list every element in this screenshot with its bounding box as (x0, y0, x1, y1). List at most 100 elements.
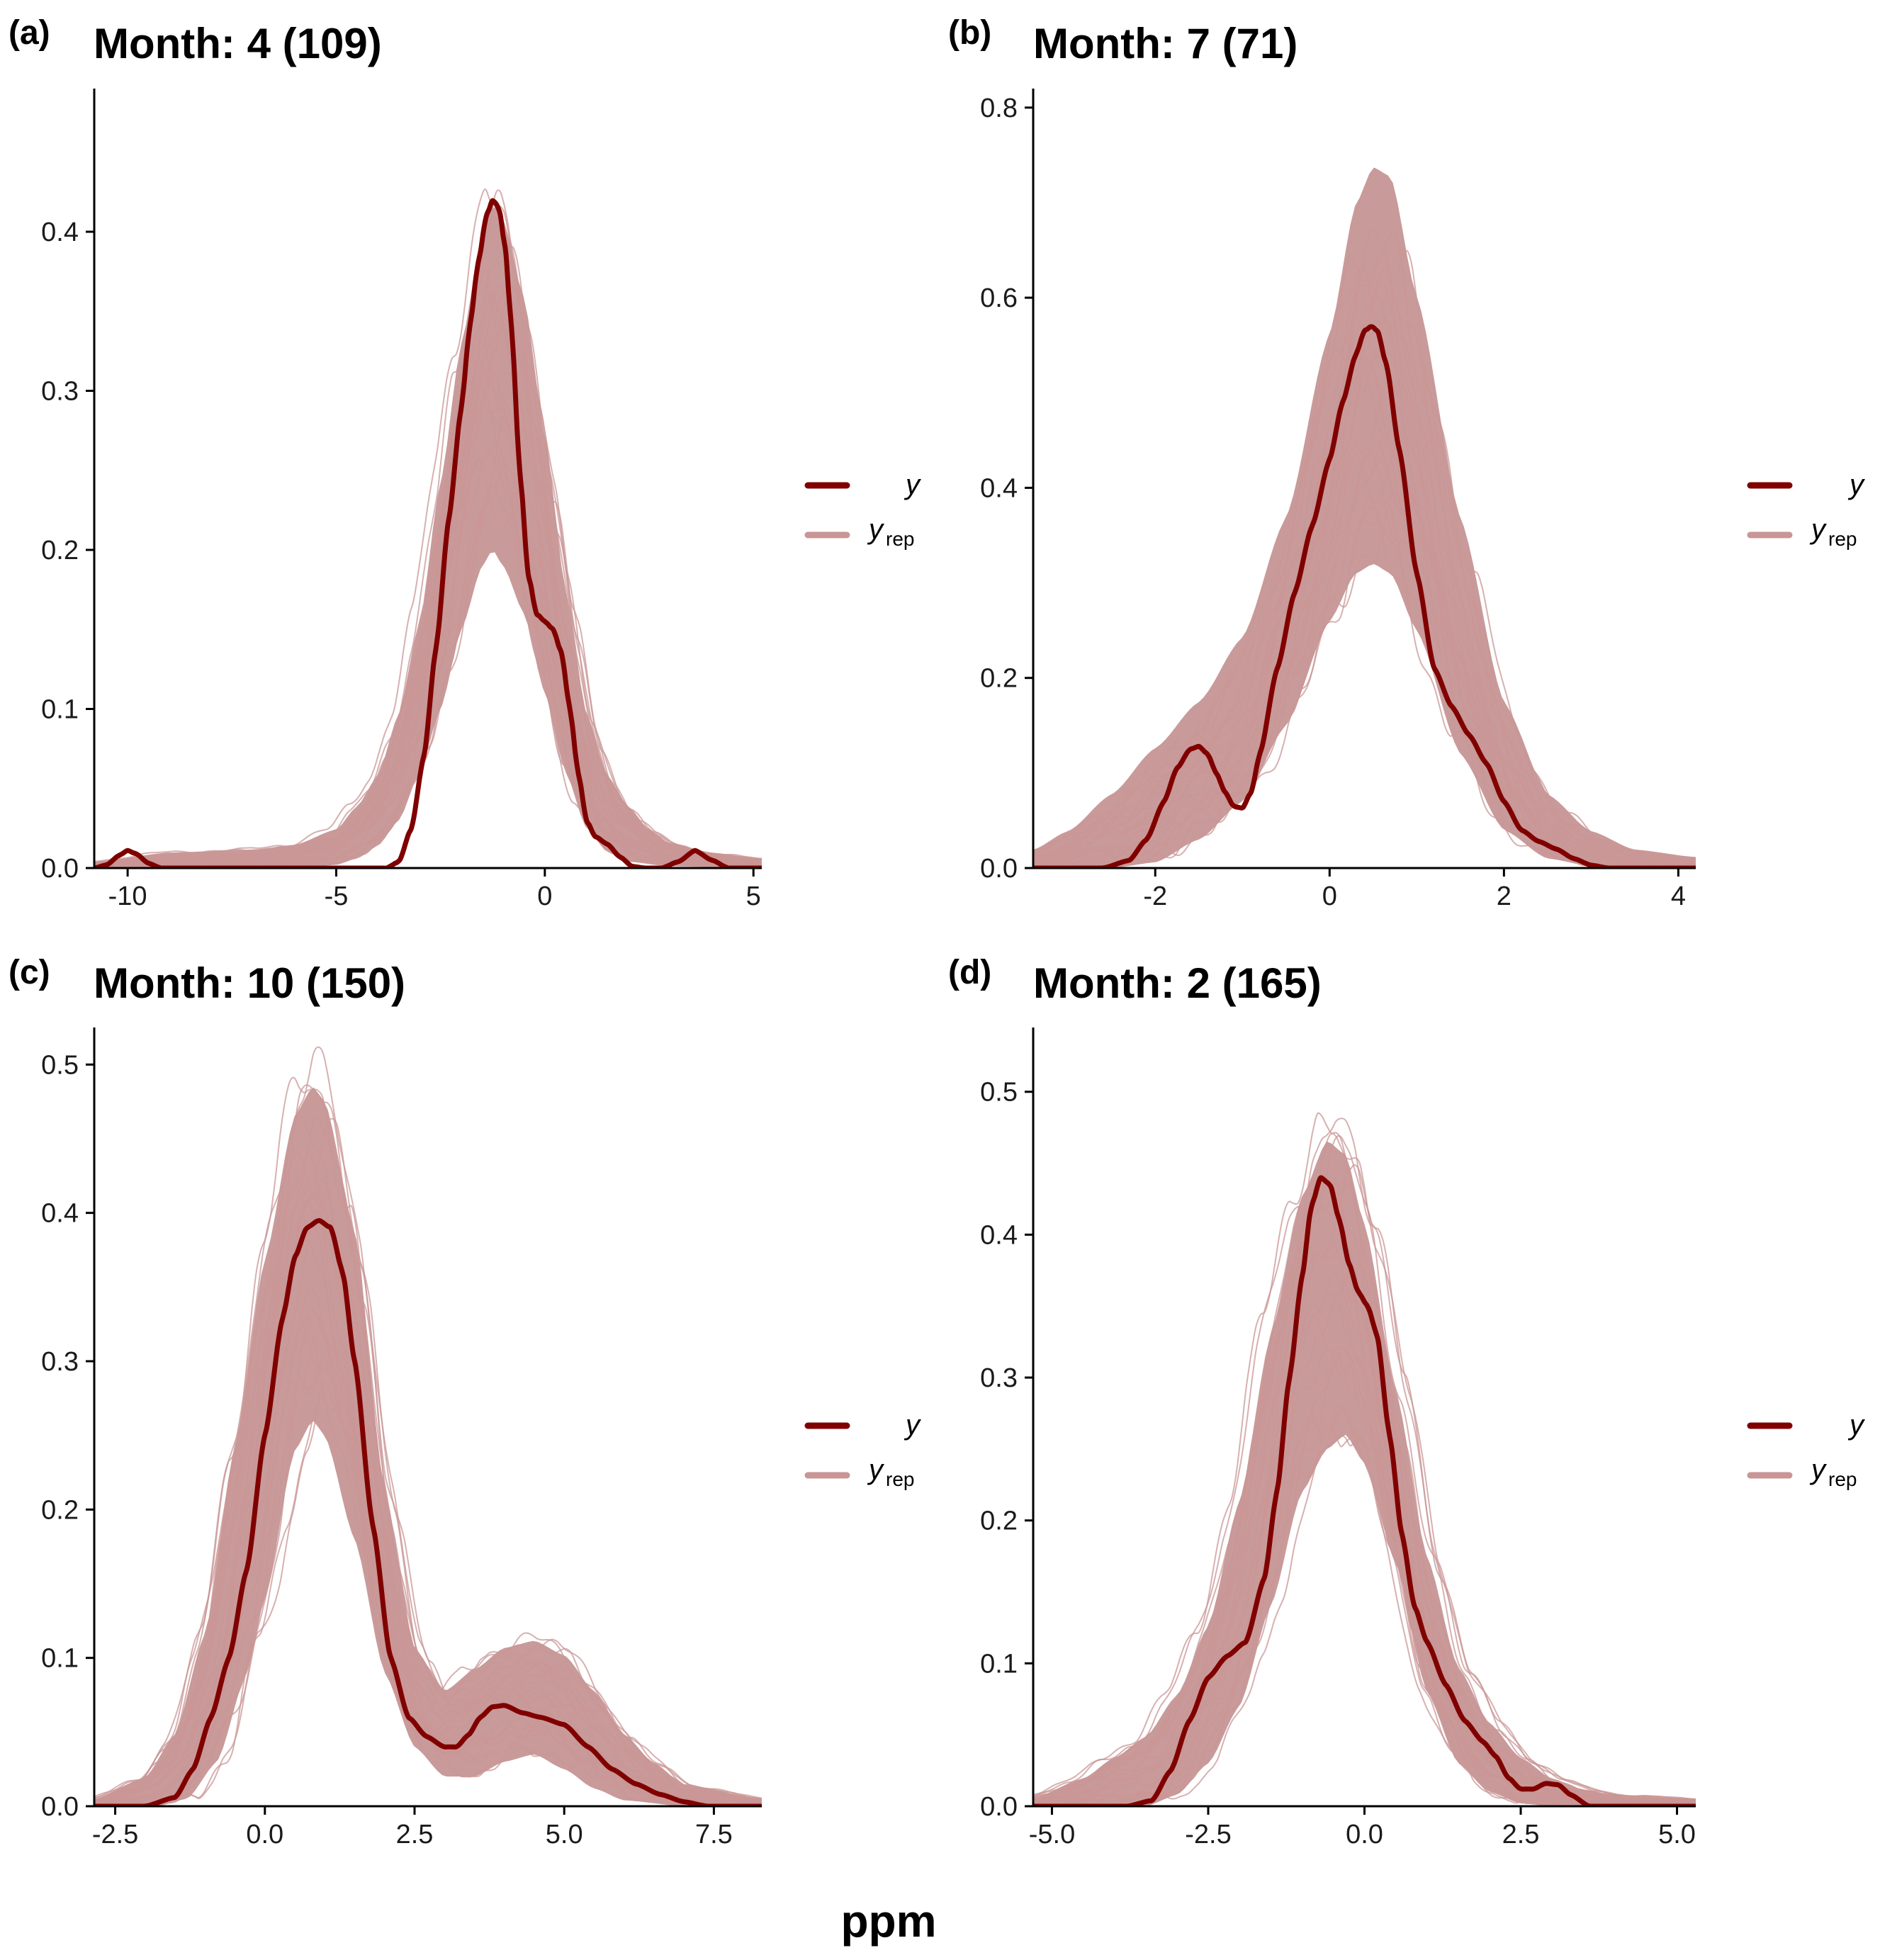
y-tick-label: 0.4 (41, 1199, 79, 1229)
legend-yrep-main: y (1809, 1454, 1828, 1485)
yrep-line (94, 1046, 762, 1801)
x-tick-label: 4 (1671, 882, 1686, 911)
legend-yrep-sub: rep (1828, 528, 1857, 550)
x-tick-label: 0.0 (246, 1820, 283, 1849)
legend-c: y y rep (804, 1409, 922, 1490)
legend-y-label: y (904, 1409, 922, 1441)
yrep-line (1033, 249, 1696, 861)
plot-area (1033, 167, 1696, 868)
yrep-line (94, 1115, 762, 1801)
yrep-line (1033, 436, 1696, 866)
legend-yrep-sub: rep (886, 528, 914, 550)
yrep-line (94, 1180, 762, 1802)
yrep-line (94, 246, 762, 864)
panel-letter: (a) (9, 14, 50, 52)
yrep-line (1033, 254, 1696, 861)
yrep-line (94, 1210, 762, 1804)
x-tick-label: -5.0 (1029, 1820, 1075, 1849)
y-tick-label: 0.1 (41, 695, 79, 725)
x-tick-label: -2.5 (92, 1820, 138, 1849)
legend-yrep-main: y (867, 514, 885, 545)
y-tick-label: 0.5 (980, 1078, 1018, 1108)
yrep-line (94, 1179, 762, 1803)
y-tick-label: 0.8 (980, 94, 1018, 123)
y-tick-label: 0.2 (41, 1495, 79, 1525)
yrep-line (1033, 357, 1696, 862)
yrep-band (1033, 1141, 1696, 1806)
x-tick-label: 0 (537, 882, 552, 911)
x-tick-label: 2.5 (396, 1820, 434, 1849)
legend-yrep-main: y (867, 1454, 885, 1485)
panel-a: (a) Month: 4 (109) -10 -5 0 5 0.0 0.1 0.2 0.3 0.… (9, 14, 762, 911)
yrep-line (94, 1084, 762, 1801)
legend-yrep-sub: rep (1828, 1468, 1857, 1490)
y-line (1033, 324, 1696, 868)
x-tick-label: 7.5 (695, 1820, 733, 1849)
y-tick-label: 0.4 (41, 218, 79, 247)
yrep-line (1033, 351, 1696, 864)
yrep-line (1033, 1190, 1696, 1802)
plot-area (1033, 1112, 1696, 1806)
x-tick-label: -2.5 (1185, 1820, 1231, 1849)
y-tick-label: 0.3 (41, 377, 79, 407)
legend-b: y y rep (1747, 469, 1866, 550)
legend-yrep-label: y rep (1809, 514, 1857, 550)
y-tick-label: 0.5 (41, 1050, 79, 1080)
yrep-line (94, 268, 762, 863)
plot-area (94, 1046, 762, 1806)
panel-title: Month: 10 (150) (94, 959, 405, 1007)
y-tick-label: 0.3 (980, 1363, 1018, 1393)
yrep-line (1033, 1132, 1696, 1801)
x-axis-label: ppm (840, 1896, 936, 1947)
y-tick-label: 0.0 (41, 1792, 79, 1822)
panel-c: (c) Month: 10 (150) -2.5 0.0 2.5 5.0 7.5 0.0 0… (9, 954, 762, 1849)
x-tick-label: 0.0 (1346, 1820, 1383, 1849)
y-tick-label: 0.1 (980, 1649, 1018, 1679)
panel-title: Month: 2 (165) (1033, 959, 1322, 1007)
y-tick-label: 0.0 (980, 854, 1018, 884)
legend-a: y y rep (804, 469, 922, 550)
legend-yrep-sub: rep (886, 1468, 914, 1490)
y-line (94, 1217, 762, 1806)
yrep-line (94, 291, 762, 865)
x-tick-label: -2 (1143, 882, 1167, 911)
legend-y-label: y (1847, 469, 1866, 500)
y-tick-label: 0.0 (980, 1792, 1018, 1822)
x-tick-label: 5 (746, 882, 761, 911)
y-tick-label: 0.3 (41, 1347, 79, 1377)
x-tick-label: 0 (1322, 882, 1337, 911)
yrep-line (1033, 1266, 1696, 1803)
y-line (94, 198, 762, 868)
panel-b: (b) Month: 7 (71) -2 0 2 4 0.0 0.2 0.4 0.6 0.8 (948, 14, 1696, 911)
panel-letter: (d) (948, 954, 991, 991)
yrep-line (94, 465, 762, 868)
legend-yrep-label: y rep (867, 1454, 914, 1490)
yrep-line (94, 189, 762, 864)
yrep-line (1033, 1135, 1696, 1801)
yrep-line (1033, 248, 1696, 862)
y-tick-label: 0.2 (980, 1506, 1018, 1536)
yrep-line (1033, 507, 1696, 868)
legend-yrep-label: y rep (867, 514, 914, 550)
y-line (1033, 1175, 1696, 1806)
yrep-band (94, 207, 762, 868)
y-tick-label: 0.1 (41, 1644, 79, 1674)
y-tick-label: 0.2 (41, 536, 79, 565)
x-tick-label: 2 (1497, 882, 1512, 911)
y-tick-label: 0.0 (41, 854, 79, 884)
panel-d: (d) Month: 2 (165) -5.0 -2.5 0.0 2.5 5.0 0.0 0… (948, 954, 1696, 1849)
y-tick-label: 0.4 (980, 473, 1018, 503)
y-tick-label: 0.2 (980, 664, 1018, 694)
yrep-line (1033, 346, 1696, 864)
legend-y-label: y (904, 469, 922, 500)
yrep-line (94, 369, 762, 867)
y-tick-label: 0.4 (980, 1220, 1018, 1250)
panel-letter: (b) (948, 14, 991, 52)
yrep-line (94, 293, 762, 864)
y-tick-label: 0.6 (980, 283, 1018, 313)
x-tick-label: 5.0 (546, 1820, 583, 1849)
legend-yrep-main: y (1809, 514, 1828, 545)
panel-title: Month: 7 (71) (1033, 20, 1298, 67)
x-tick-label: 5.0 (1658, 1820, 1696, 1849)
